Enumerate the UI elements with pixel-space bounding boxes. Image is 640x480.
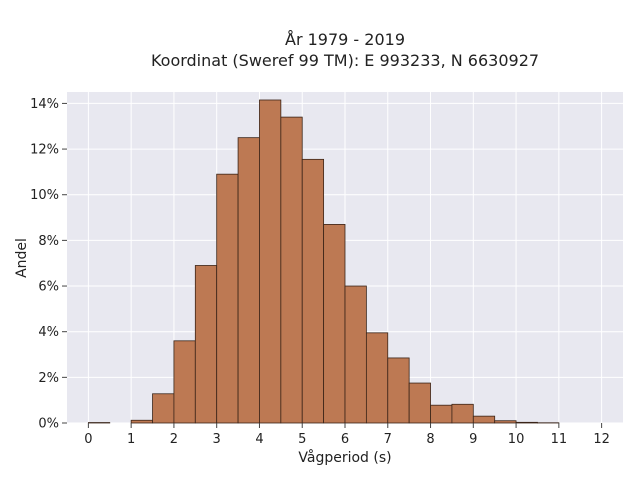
histogram-bar [237, 137, 260, 424]
x-tick-label: 12 [593, 432, 610, 447]
y-tick-label: 6% [38, 280, 59, 295]
x-tick-label: 7 [384, 432, 392, 447]
histogram-bar [408, 382, 431, 424]
histogram-bar [323, 223, 346, 424]
y-tick-label: 4% [38, 325, 59, 340]
chart-title: År 1979 - 2019 Koordinat (Sweref 99 TM):… [151, 30, 539, 70]
x-tick-label: 5 [298, 432, 306, 447]
histogram-bar [152, 393, 175, 424]
chart-title-line-1: År 1979 - 2019 [285, 30, 405, 49]
histogram-bar [472, 415, 496, 424]
histogram-bar [515, 421, 538, 424]
x-tick-label: 3 [213, 432, 221, 447]
x-tick-label: 11 [551, 432, 568, 447]
histogram-bar [301, 158, 325, 424]
x-tick-label: 1 [127, 432, 135, 447]
y-axis-label: Andel [14, 238, 30, 278]
y-tick-label: 10% [30, 188, 59, 203]
x-tick-label: 9 [469, 432, 477, 447]
x-axis-label: Vågperiod (s) [298, 449, 391, 466]
histogram-bar [173, 340, 196, 424]
x-tick-label: 4 [255, 432, 263, 447]
x-tick-label: 6 [341, 432, 349, 447]
x-tick-label: 8 [426, 432, 434, 447]
x-tick-label: 0 [84, 432, 92, 447]
y-tick-label: 8% [38, 234, 59, 249]
histogram-bar [130, 419, 153, 424]
y-tick-label: 14% [30, 97, 59, 112]
histogram-bar [216, 173, 239, 424]
histogram-bar [451, 403, 474, 424]
y-tick-label: 0% [38, 417, 59, 432]
x-tick-label: 10 [508, 432, 525, 447]
histogram-bar [365, 332, 389, 424]
x-axis-ticks: 0 1 2 3 4 5 6 7 8 9 10 11 12 [84, 423, 610, 447]
bars [87, 99, 560, 424]
y-tick-label: 12% [30, 143, 59, 158]
histogram-bar [280, 116, 303, 424]
histogram-bar [344, 285, 367, 424]
y-axis-ticks: 0% 2% 4% 6% 8% 10% 12% 14% [30, 97, 67, 432]
x-tick-label: 2 [170, 432, 178, 447]
histogram-bar [387, 357, 410, 424]
histogram-bar [194, 265, 218, 424]
chart-title-line-2: Koordinat (Sweref 99 TM): E 993233, N 66… [151, 51, 539, 70]
histogram-bar [494, 420, 517, 424]
histogram-bar [430, 404, 453, 424]
y-tick-label: 2% [38, 371, 59, 386]
histogram-bar [259, 99, 282, 424]
